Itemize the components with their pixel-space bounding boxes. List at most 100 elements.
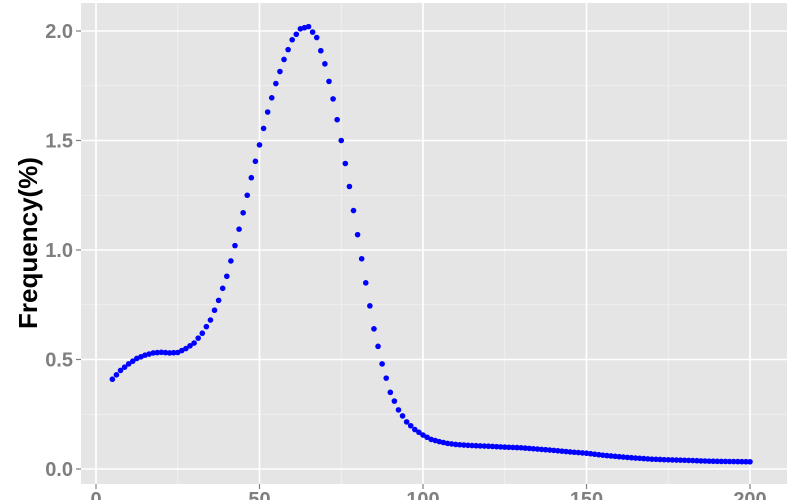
curve-dot [595, 451, 602, 458]
curve-dot [591, 451, 598, 458]
curve-dot [293, 31, 300, 38]
x-tick-label: 100 [406, 489, 439, 500]
data-point [125, 361, 132, 367]
data-point [681, 457, 688, 464]
plot-panel [81, 3, 787, 484]
x-tick-label: 50 [248, 489, 270, 500]
data-point [403, 419, 410, 425]
data-point [387, 389, 394, 396]
data-point [649, 456, 655, 462]
data-point [395, 407, 402, 413]
curve-dot [489, 443, 496, 450]
grid [81, 3, 787, 484]
data-point [199, 330, 206, 337]
curve-dot [465, 442, 471, 449]
curve-dot [718, 458, 725, 465]
data-point [362, 280, 369, 286]
data-point [428, 436, 434, 443]
curve-dot [481, 443, 488, 449]
curve-dot [195, 335, 201, 341]
curve-dot [154, 349, 161, 356]
x-tick-label: 200 [733, 489, 766, 500]
data-point [273, 80, 279, 87]
x-tick-label: 150 [570, 489, 603, 500]
curve-dot [575, 449, 582, 456]
data-point [698, 458, 704, 464]
curve-dot [113, 372, 120, 378]
curve-dot [277, 68, 283, 75]
curve-dot [677, 457, 684, 463]
data-point [207, 317, 214, 323]
curve-dot [542, 446, 549, 453]
curve-dot [673, 457, 680, 463]
curve-dot [121, 364, 128, 370]
curve-dot [538, 446, 545, 453]
curve-dot [342, 160, 349, 167]
curve-dot [661, 456, 667, 463]
curve-dot [187, 343, 193, 349]
curve-dot [285, 46, 291, 53]
curve-dot [726, 458, 733, 465]
data-point [714, 458, 721, 465]
curve-dot [620, 454, 627, 460]
curve-dot [710, 458, 717, 465]
curve-dot [493, 443, 500, 450]
data-point [747, 458, 753, 465]
curve-dot [252, 158, 259, 165]
curve-dot [268, 94, 275, 101]
data-point [174, 349, 181, 356]
curve-dot [203, 323, 210, 330]
curve-dot [170, 349, 177, 356]
curve-dot [407, 422, 414, 429]
data-point [518, 444, 524, 451]
curve-dot [628, 454, 635, 461]
curve-dot [608, 453, 614, 459]
data-point [412, 426, 418, 433]
curve-dot [669, 457, 676, 463]
data-point [256, 142, 263, 148]
data-point [248, 174, 255, 181]
curve-dot [587, 450, 594, 457]
curve-dot [211, 307, 218, 314]
curve-dot [497, 444, 504, 450]
y-tick-label: 1.0 [45, 240, 73, 262]
curve-dot [657, 456, 663, 463]
curve-dot [555, 447, 561, 454]
data-point [297, 26, 304, 32]
data-point [313, 34, 320, 41]
data-point [420, 432, 426, 438]
data-point [109, 376, 116, 383]
data-point [191, 340, 197, 346]
curve-dot [636, 455, 643, 462]
curve-dot [506, 444, 512, 451]
data-point [134, 355, 140, 362]
curve-dot [129, 358, 136, 364]
curve-dot [739, 458, 745, 465]
y-tick-label: 0.5 [45, 350, 73, 372]
data-point [379, 361, 385, 367]
curve-dot [579, 450, 586, 456]
curve-dot [685, 457, 692, 464]
curve-dot [514, 444, 520, 451]
curve-dot [477, 443, 484, 449]
curve-dot [722, 458, 729, 465]
data-point [632, 455, 639, 461]
curve-dot [448, 441, 455, 447]
data-point [730, 458, 737, 465]
curve-dot [334, 116, 340, 123]
data-point [452, 441, 459, 448]
curve-dot [461, 442, 467, 448]
data-point [281, 56, 287, 63]
data-point [616, 453, 622, 460]
data-point [501, 444, 508, 450]
curve-dot [416, 429, 422, 436]
axis-ticks: 0 50 100 150 200 0.0 0.5 1.0 1.5 2.0 [45, 21, 767, 500]
curve-dot [702, 458, 708, 464]
data-point [600, 452, 606, 459]
data-point [232, 242, 238, 249]
data-point [444, 440, 451, 447]
curve-dot [522, 445, 528, 451]
curve-dot [604, 452, 610, 459]
x-tick-label: 0 [90, 489, 101, 500]
curve-dot [358, 255, 365, 262]
